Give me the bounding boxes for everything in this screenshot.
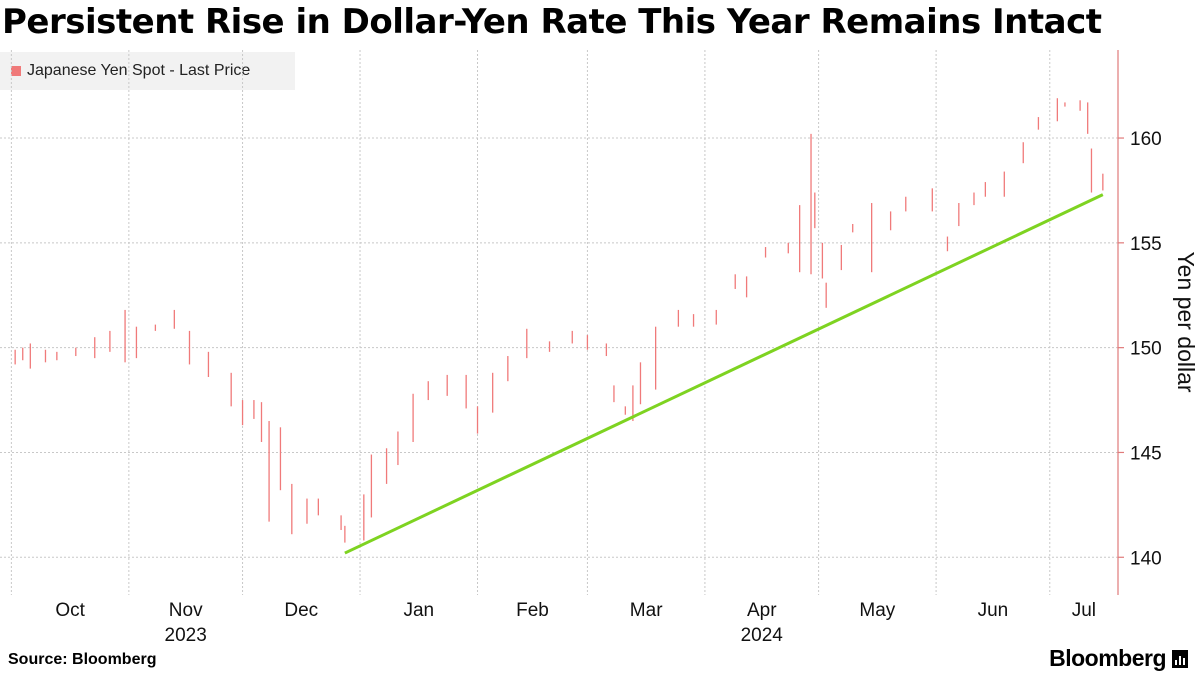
y-tick-label: 160 [1130, 129, 1162, 150]
series-bars [14, 98, 1104, 543]
legend: Japanese Yen Spot - Last Price [0, 52, 295, 90]
y-ticks: 140 145 150 155 160 [1118, 129, 1162, 569]
legend-swatch [11, 66, 21, 76]
y-tick-label: 140 [1130, 548, 1162, 569]
legend-label: Japanese Yen Spot - Last Price [27, 62, 251, 79]
bloomberg-chart-icon [1172, 649, 1188, 668]
y-tick-label: 145 [1130, 443, 1162, 464]
y-axis-label: Yen per dollar [1173, 251, 1199, 392]
brand-logo: Bloomberg [1049, 645, 1188, 672]
x-tick-label: Dec [284, 600, 318, 621]
x-tick-label: Nov [169, 600, 203, 621]
x-tick-label: Feb [516, 600, 549, 621]
x-tick-label: Oct [55, 600, 85, 621]
x-tick-label: Jun [978, 600, 1009, 621]
gridlines [0, 50, 1118, 595]
x-year-label: 2023 [165, 625, 207, 646]
trendline [344, 193, 1104, 555]
x-ticks: Oct Nov 2023 Dec Jan Feb Mar Apr 2024 May Jun Jul [55, 600, 1096, 646]
x-tick-label: Jan [403, 600, 434, 621]
source-note: Source: Bloomberg [8, 651, 157, 668]
x-tick-label: May [859, 600, 895, 621]
x-tick-label: Apr [747, 600, 777, 621]
brand-wordmark: Bloomberg [1049, 645, 1166, 671]
y-tick-label: 155 [1130, 234, 1162, 255]
x-tick-label: Mar [630, 600, 663, 621]
chart-title: Persistent Rise in Dollar-Yen Rate This … [2, 2, 1102, 42]
x-year-label: 2024 [741, 625, 784, 646]
y-tick-label: 150 [1130, 339, 1162, 360]
x-tick-label: Jul [1072, 600, 1096, 621]
